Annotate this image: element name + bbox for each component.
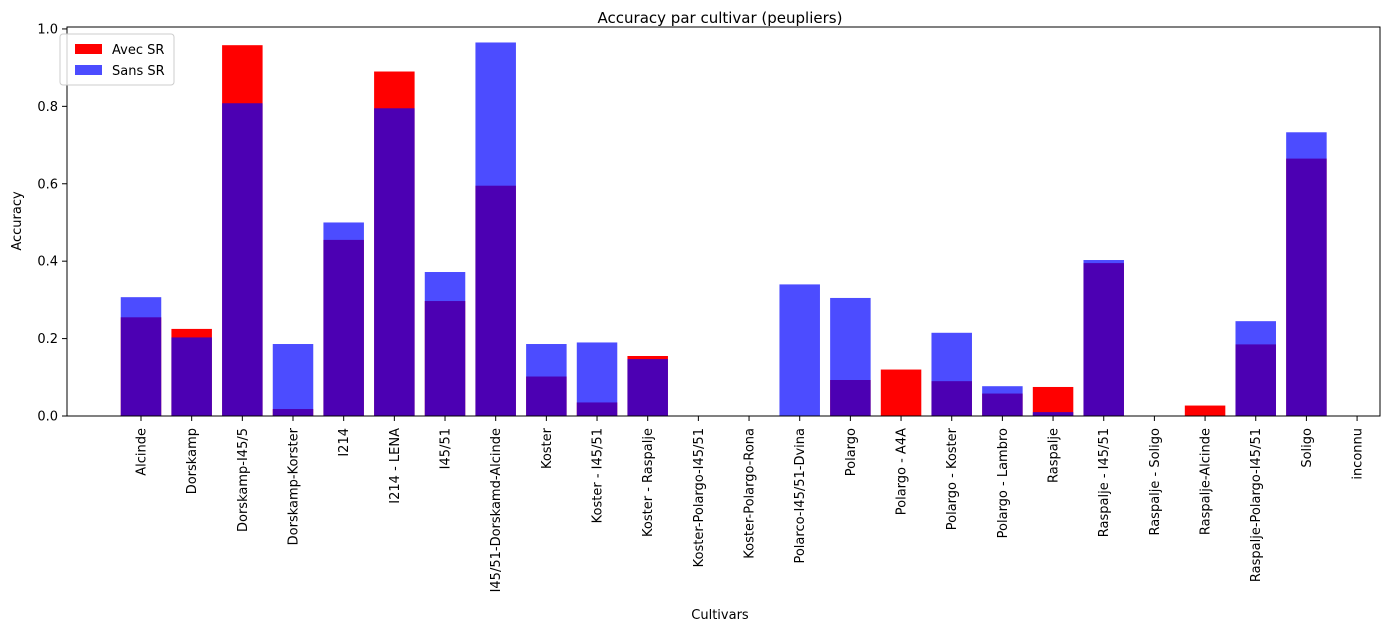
x-tick-label: Koster - Raspalje xyxy=(641,428,656,537)
bar-sans-sr-raspalje xyxy=(1032,412,1074,416)
x-axis-title: Cultivars xyxy=(691,608,749,623)
x-tick-label: Raspalje - I45/51 xyxy=(1097,428,1112,537)
plot-frame xyxy=(66,26,1381,417)
x-tick-label: I214 xyxy=(337,428,352,457)
bar-sans-sr-i45-51 xyxy=(424,272,466,416)
bar-avec-sr-polargo-a4a xyxy=(880,369,922,416)
x-tick-label: Koster-Polargo-I45/51 xyxy=(692,428,707,567)
bar-sans-sr-polargo-koster xyxy=(931,332,972,416)
bar-sans-sr-soligo xyxy=(1286,132,1327,416)
bar-sans-sr-dorskamp-i45-5 xyxy=(222,103,263,416)
bar-sans-sr-koster-raspalje xyxy=(627,359,668,416)
x-tick-label: Raspalje xyxy=(1047,428,1062,483)
bars-group xyxy=(120,42,1327,416)
x-tick-label: Raspalje-Polargo-I45/51 xyxy=(1249,428,1264,582)
bar-sans-sr-polargo-lambro xyxy=(982,386,1023,416)
y-tick-label: 0.2 xyxy=(37,332,58,347)
legend-swatch-avec-sr xyxy=(75,44,102,54)
bar-sans-sr-i214-lena xyxy=(374,108,415,416)
x-tick-label: I45/51 xyxy=(439,428,454,469)
x-tick-label: Polarco-I45/51-Dvina xyxy=(793,428,808,564)
x-tick-label: Polargo - Lambro xyxy=(996,428,1011,538)
y-tick-label: 0.4 xyxy=(37,255,58,270)
legend: Avec SR Sans SR xyxy=(59,33,175,86)
y-tick-label: 0.0 xyxy=(37,410,58,425)
x-tick-label: Raspalje - Soligo xyxy=(1148,428,1163,536)
x-tick-label: Koster xyxy=(540,427,555,469)
chart-title: Accuracy par cultivar (peupliers) xyxy=(598,9,843,27)
y-tick-label: 0.6 xyxy=(37,177,58,192)
x-tick-label: Alcinde xyxy=(135,428,150,476)
x-tick-label: Koster-Polargo-Rona xyxy=(743,428,758,559)
bar-sans-sr-raspalje-i45-51 xyxy=(1083,260,1124,416)
bar-sans-sr-raspalje-polargo-i45-51 xyxy=(1235,321,1276,416)
bar-sans-sr-i45-51-dorskamd-alcinde xyxy=(475,42,516,416)
x-tick-label: Dorskamp-Korster xyxy=(287,427,302,545)
x-tick-label: I45/51-Dorskamd-Alcinde xyxy=(489,428,504,592)
bar-sans-sr-koster xyxy=(526,344,567,416)
x-tick-label: Polargo - Koster xyxy=(945,427,960,530)
bar-sans-sr-alcinde xyxy=(120,297,162,416)
x-tick-label: inconnu xyxy=(1351,428,1366,480)
bar-sans-sr-dorskamp-korster xyxy=(272,344,314,416)
x-tick-label: Koster - I45/51 xyxy=(591,428,606,523)
bar-sans-sr-polarco-i45-51-dvina xyxy=(779,284,820,416)
bar-avec-sr-raspalje-alcinde xyxy=(1184,405,1226,416)
x-tick-label: I214 - LENA xyxy=(388,428,403,504)
legend-swatch-sans-sr xyxy=(75,65,102,75)
x-tick-label: Dorskamp-I45/5 xyxy=(236,428,251,532)
bar-avec-sr-raspalje xyxy=(1032,386,1074,416)
y-axis: 0.0 0.2 0.4 0.6 0.8 1.0 xyxy=(37,22,67,425)
legend-label-avec-sr: Avec SR xyxy=(112,43,164,58)
bar-sans-sr-polargo xyxy=(830,297,871,416)
x-tick-label: Dorskamp xyxy=(185,428,200,494)
y-axis-title: Accuracy xyxy=(10,191,25,251)
y-tick-label: 0.8 xyxy=(37,100,58,115)
y-tick-label: 1.0 xyxy=(37,22,58,37)
bar-sans-sr-i214 xyxy=(323,222,364,416)
bar-sans-sr-dorskamp xyxy=(171,337,212,416)
legend-label-sans-sr: Sans SR xyxy=(112,64,165,79)
bar-sans-sr-koster-i45-51 xyxy=(576,342,618,416)
x-tick-label: Polargo xyxy=(844,428,859,476)
x-tick-label: Soligo xyxy=(1300,428,1315,468)
x-tick-label: Polargo - A4A xyxy=(895,428,910,515)
x-axis: Alcinde Dorskamp Dorskamp-I45/5 Dorskamp-Ko… xyxy=(135,416,1366,592)
x-tick-label: Raspalje-Alcinde xyxy=(1199,428,1214,535)
